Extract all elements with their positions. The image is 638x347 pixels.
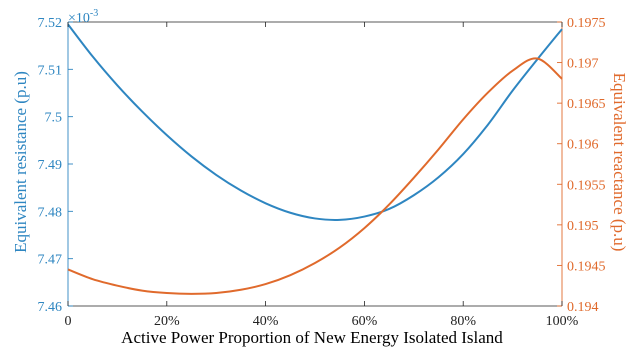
right-tick-label: 0.196: [567, 138, 599, 153]
left-tick-label: 7.52: [38, 16, 63, 31]
left-tick-label: 7.51: [38, 63, 63, 78]
left-axis-ticks: 7.46 7.47 7.48 7.49 7.5 7.51 7.52: [38, 16, 73, 315]
x-tick-label: 60%: [352, 314, 378, 329]
x-axis-ticks: 0 20% 40% 60% 80% 100%: [65, 22, 579, 329]
right-tick-label: 0.1945: [567, 259, 606, 274]
right-axis-title: Equivalent reactance (p.u): [610, 73, 629, 252]
x-tick-label: 100%: [546, 314, 579, 329]
left-axis-multiplier-base: ×10: [68, 11, 90, 26]
right-tick-label: 0.1955: [567, 178, 606, 193]
left-tick-label: 7.5: [45, 111, 63, 126]
left-tick-label: 7.49: [38, 158, 63, 173]
x-tick-label: 80%: [450, 314, 476, 329]
right-axis-ticks: 0.194 0.1945 0.195 0.1955 0.196 0.1965 0.197 0.…: [557, 16, 606, 315]
left-axis-title: Equivalent resistance (p.u): [11, 71, 30, 253]
right-tick-label: 0.1975: [567, 16, 606, 31]
x-axis-title: Active Power Proportion of New Energy Is…: [121, 328, 503, 347]
right-tick-label: 0.197: [567, 57, 599, 72]
left-tick-label: 7.48: [38, 205, 63, 220]
left-axis-multiplier-exponent: -3: [90, 8, 98, 19]
right-tick-label: 0.194: [567, 300, 599, 315]
x-tick-label: 0: [65, 314, 72, 329]
right-tick-label: 0.195: [567, 219, 599, 234]
left-tick-label: 7.47: [38, 253, 63, 268]
reactance-series-line: [67, 57, 563, 295]
x-tick-label: 40%: [253, 314, 279, 329]
resistance-series-line: [67, 23, 563, 221]
left-axis-multiplier: ×10-3: [68, 8, 98, 26]
series-layer: [67, 23, 563, 295]
right-tick-label: 0.1965: [567, 97, 606, 112]
left-tick-label: 7.46: [38, 300, 63, 315]
x-tick-label: 20%: [154, 314, 180, 329]
